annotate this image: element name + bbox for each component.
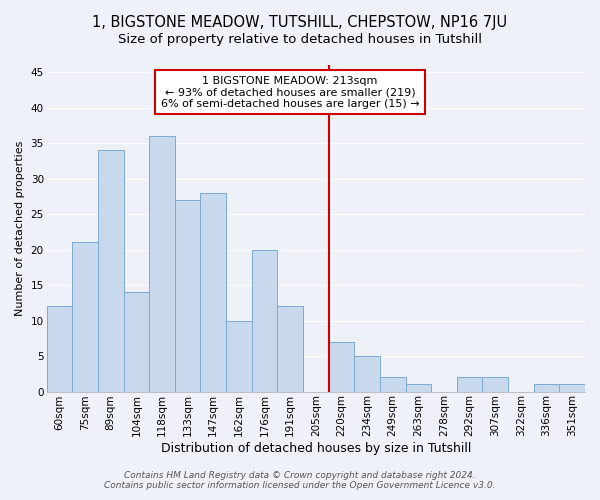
Bar [124, 292, 149, 392]
Bar [47, 306, 72, 392]
Bar [149, 136, 175, 392]
Bar [329, 342, 354, 392]
Text: 1, BIGSTONE MEADOW, TUTSHILL, CHEPSTOW, NP16 7JU: 1, BIGSTONE MEADOW, TUTSHILL, CHEPSTOW, … [92, 15, 508, 30]
Bar [226, 320, 251, 392]
Bar [251, 250, 277, 392]
Bar [534, 384, 559, 392]
Text: Size of property relative to detached houses in Tutshill: Size of property relative to detached ho… [118, 32, 482, 46]
Bar [98, 150, 124, 392]
Bar [277, 306, 303, 392]
Bar [482, 378, 508, 392]
Bar [354, 356, 380, 392]
Bar [380, 378, 406, 392]
Bar [457, 378, 482, 392]
Bar [175, 200, 200, 392]
Text: Contains HM Land Registry data © Crown copyright and database right 2024.
Contai: Contains HM Land Registry data © Crown c… [104, 470, 496, 490]
Y-axis label: Number of detached properties: Number of detached properties [15, 140, 25, 316]
Bar [200, 193, 226, 392]
Bar [559, 384, 585, 392]
Bar [406, 384, 431, 392]
X-axis label: Distribution of detached houses by size in Tutshill: Distribution of detached houses by size … [161, 442, 471, 455]
Bar [72, 242, 98, 392]
Text: 1 BIGSTONE MEADOW: 213sqm
← 93% of detached houses are smaller (219)
6% of semi-: 1 BIGSTONE MEADOW: 213sqm ← 93% of detac… [161, 76, 419, 109]
